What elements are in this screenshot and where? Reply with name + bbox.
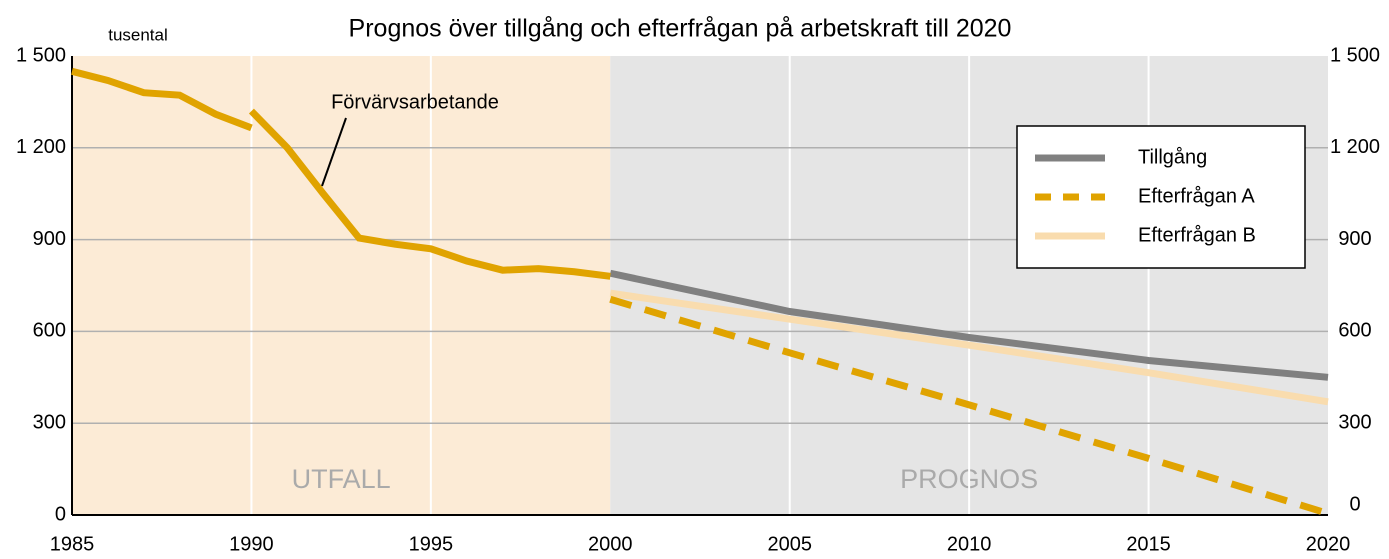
y2-tick-label: 1 200	[1330, 136, 1380, 158]
y-tick-label: 600	[33, 320, 66, 342]
x-tick-label: 1990	[229, 533, 274, 555]
y-tick-label: 1 500	[16, 44, 66, 66]
y2-tick-label: 600	[1338, 320, 1371, 342]
y2-tick-label: 900	[1338, 228, 1371, 250]
legend-label: Tillgång	[1138, 146, 1207, 168]
series-line	[71, 67, 253, 132]
y-tick-label: 300	[33, 411, 66, 433]
x-tick-label: 2005	[767, 533, 812, 555]
y2-tick-label: 0	[1349, 493, 1360, 515]
annotation: Förvärvsarbetande	[331, 91, 499, 113]
legend-label: Efterfrågan B	[1138, 224, 1256, 246]
annotation-pointer	[321, 117, 347, 187]
x-tick-label: 2020	[1306, 533, 1351, 555]
x-tick-label: 2010	[947, 533, 992, 555]
chart-title: Prognos över tillgång och efterfrågan på…	[349, 15, 1012, 43]
y-unit-label: tusental	[108, 25, 168, 44]
x-tick-label: 1985	[50, 533, 95, 555]
y-tick-label: 0	[55, 503, 66, 525]
series-line	[609, 269, 1329, 381]
y-tick-label: 1 200	[16, 136, 66, 158]
y-tick-label: 900	[33, 228, 66, 250]
series-line	[609, 295, 1330, 517]
x-tick-label: 2015	[1126, 533, 1171, 555]
legend-label: Efterfrågan A	[1138, 185, 1255, 207]
series-line	[609, 289, 1329, 406]
x-tick-label: 2000	[588, 533, 633, 555]
region	[72, 56, 611, 515]
region-label: UTFALL	[292, 464, 391, 494]
y2-tick-label: 1 500	[1330, 44, 1380, 66]
y2-tick-label: 300	[1338, 411, 1371, 433]
series-line	[248, 108, 611, 280]
x-tick-label: 1995	[409, 533, 454, 555]
